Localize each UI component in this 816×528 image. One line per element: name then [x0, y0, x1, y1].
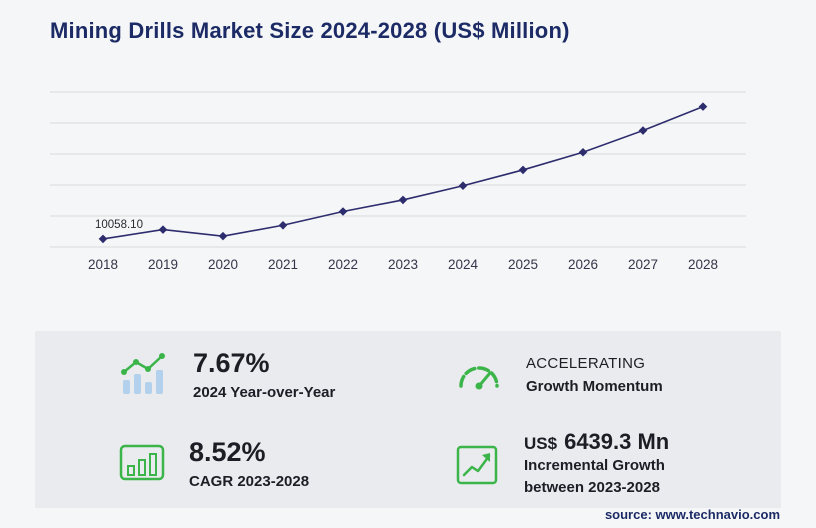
- x-axis-label: 2028: [688, 257, 718, 272]
- stats-panel: 7.67% 2024 Year-over-Year ACCELERATING G…: [35, 331, 781, 508]
- data-point-marker: [578, 147, 588, 157]
- x-axis-label: 2019: [148, 257, 178, 272]
- series-line: [102, 105, 704, 240]
- incremental-label-line2: between 2023-2028: [524, 478, 660, 496]
- x-axis-label: 2025: [508, 257, 538, 272]
- source-credit: source: www.technavio.com: [604, 507, 780, 522]
- data-point-marker: [218, 231, 228, 241]
- x-axis-label: 2022: [328, 257, 358, 272]
- cagr-label: CAGR 2023-2028: [189, 472, 310, 490]
- data-point-marker: [278, 220, 288, 230]
- speedometer-icon: [456, 358, 502, 392]
- data-point-marker: [698, 102, 708, 111]
- bar-chart-icon: [119, 444, 165, 484]
- x-axis-label: 2023: [388, 257, 418, 272]
- data-point-marker: [338, 207, 348, 216]
- stat-cagr: 8.52% CAGR 2023-2028: [35, 420, 408, 509]
- stat-incremental-growth: US$ 6439.3 Mn Incremental Growth between…: [408, 420, 781, 509]
- point-value-label: 10058.10: [95, 219, 143, 231]
- data-point-marker: [398, 195, 408, 205]
- data-point-marker: [638, 126, 648, 135]
- incremental-value-prefix: US$: [524, 434, 558, 453]
- growth-trend-icon: [119, 352, 169, 398]
- yoy-growth-value: 7.67%: [193, 348, 270, 379]
- x-axis-label: 2024: [448, 257, 479, 272]
- page-title: Mining Drills Market Size 2024-2028 (US$…: [50, 18, 570, 43]
- market-size-chart-svg: 10058.10 2018 2019 2020 2021 2022 2023 2024 2025…: [50, 91, 746, 272]
- cagr-value: 8.52%: [189, 436, 266, 467]
- incremental-value: 6439.3 Mn: [564, 429, 670, 454]
- x-axis-label: 2020: [208, 257, 238, 272]
- data-point-marker: [158, 225, 168, 234]
- x-axis-label: 2026: [568, 257, 598, 272]
- incremental-label-line1: Incremental Growth: [524, 457, 665, 474]
- stat-yoy-growth: 7.67% 2024 Year-over-Year: [35, 331, 408, 420]
- x-axis-label: 2021: [268, 257, 298, 272]
- x-axis-label: 2018: [88, 257, 118, 272]
- yoy-growth-label: 2024 Year-over-Year: [193, 384, 336, 402]
- data-point-marker: [98, 234, 108, 244]
- momentum-line1: ACCELERATING: [526, 355, 646, 373]
- x-axis-label: 2027: [628, 257, 658, 272]
- data-point-marker: [458, 181, 468, 191]
- momentum-line2: Growth Momentum: [526, 378, 663, 396]
- market-size-chart: 10058.10 2018 2019 2020 2021 2022 2023 2024 2025…: [48, 72, 748, 277]
- growth-arrow-icon: [456, 443, 500, 485]
- stat-growth-momentum: ACCELERATING Growth Momentum: [408, 331, 781, 420]
- data-point-marker: [518, 165, 528, 175]
